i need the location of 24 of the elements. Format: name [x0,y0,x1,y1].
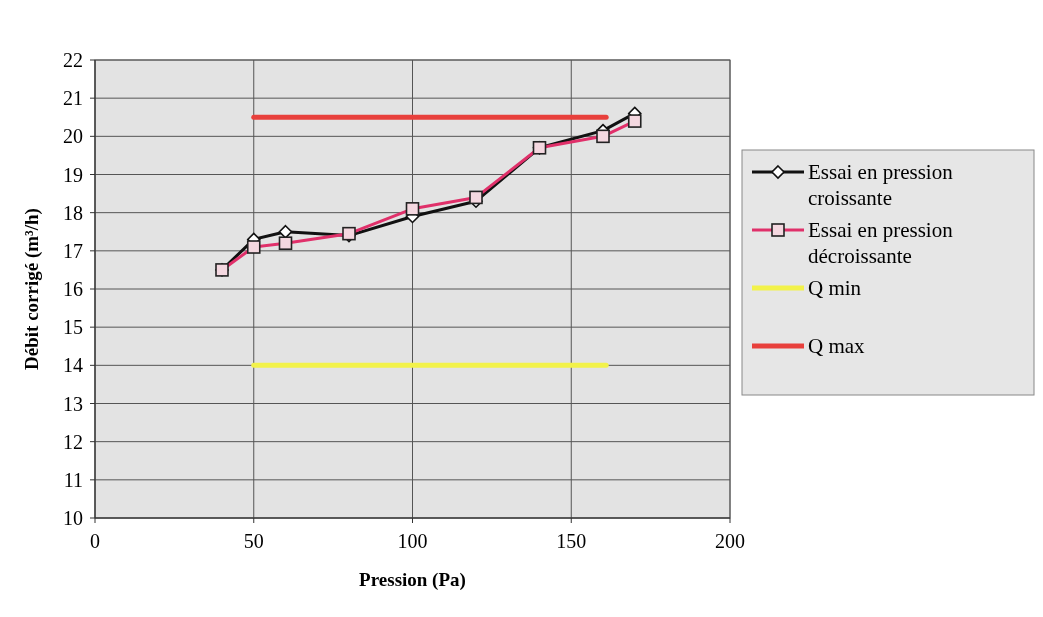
y-tick-label: 11 [63,468,83,491]
y-axis-title: Débit corrigé (m³/h) [21,208,43,370]
legend-label: Essai en pression croissante [808,160,954,211]
y-tick-label: 21 [63,87,83,110]
y-tick-label: 18 [63,201,83,224]
x-tick-label: 0 [90,530,100,552]
legend-label: Q min [808,276,862,301]
legend-label: Essai en pression décroissante [808,218,954,269]
legend-label: Q max [808,334,866,359]
y-tick-label: 10 [63,507,83,529]
y-tick-label: 19 [63,163,83,186]
y-tick-label: 22 [63,49,83,71]
y-tick-label: 14 [63,354,83,377]
x-axis-title: Pression (Pa) [359,569,466,591]
y-tick-label: 13 [63,392,83,415]
y-tick-label: 20 [63,125,83,148]
x-tick-label: 50 [243,530,264,552]
y-tick-label: 17 [63,239,83,262]
x-tick-label: 150 [556,530,587,552]
y-tick-label: 15 [63,316,83,339]
x-tick-label: 200 [715,530,745,552]
y-tick-label: 12 [63,430,83,453]
y-tick-label: 16 [63,278,83,300]
x-tick-label: 100 [397,530,428,552]
